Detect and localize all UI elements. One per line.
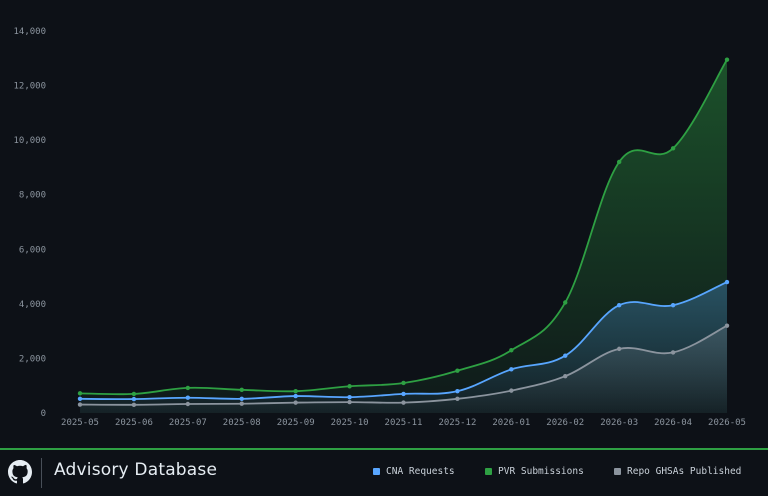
x-tick-label: 2025-12 [438, 418, 476, 428]
point-repo-ghsas-published-2025-06 [131, 402, 137, 408]
y-tick-label: 2,000 [19, 354, 46, 364]
chart: 02,0004,0006,0008,00010,00012,00014,000 … [13, 27, 746, 428]
point-repo-ghsas-published-2026-01 [509, 388, 514, 393]
y-tick-label: 12,000 [13, 82, 46, 92]
x-tick-label: 2026-05 [708, 418, 746, 428]
series-points [77, 57, 730, 408]
x-tick-label: 2026-03 [600, 418, 638, 428]
x-tick-label: 2025-11 [385, 418, 423, 428]
legend-item-pvr-submissions: PVR Submissions [485, 466, 584, 477]
legend-label: Repo GHSAs Published [627, 466, 742, 477]
y-tick-label: 0 [41, 409, 46, 419]
y-tick-label: 14,000 [13, 27, 46, 37]
footer-bar: Advisory Database CNA Requests PVR Submi… [0, 448, 768, 496]
point-cna-requests-2026-05 [724, 279, 730, 285]
point-cna-requests-2025-11 [401, 391, 406, 397]
point-repo-ghsas-published-2025-11 [401, 400, 406, 405]
point-repo-ghsas-published-2025-10 [347, 399, 352, 405]
x-tick-label: 2026-04 [654, 418, 692, 428]
x-tick-label: 2026-02 [546, 418, 584, 428]
x-tick-label: 2025-07 [169, 418, 207, 428]
line-pvr-submissions [79, 59, 728, 396]
point-cna-requests-2025-08 [239, 396, 244, 402]
point-repo-ghsas-published-2025-05 [77, 402, 83, 407]
point-repo-ghsas-published-2025-12 [455, 396, 460, 402]
point-pvr-submissions-2025-05 [77, 391, 83, 396]
point-pvr-submissions-2025-12 [455, 368, 460, 373]
y-tick-label: 6,000 [19, 245, 46, 255]
point-pvr-submissions-2026-05 [724, 57, 730, 62]
x-tick-label: 2026-01 [492, 418, 530, 428]
legend-item-repo-ghsas-published: Repo GHSAs Published [614, 466, 741, 477]
point-cna-requests-2026-01 [509, 367, 514, 372]
point-pvr-submissions-2026-03 [616, 159, 622, 165]
x-tick-label: 2025-05 [61, 418, 99, 428]
point-cna-requests-2025-07 [185, 395, 191, 400]
point-repo-ghsas-published-2026-05 [724, 323, 730, 328]
area-pvr-submissions [80, 59, 727, 414]
point-pvr-submissions-2025-11 [401, 380, 406, 386]
github-icon[interactable] [8, 460, 32, 484]
point-pvr-submissions-2026-04 [670, 146, 676, 151]
footer-divider [41, 458, 42, 488]
x-tick-label: 2025-08 [223, 418, 261, 428]
point-repo-ghsas-published-2025-08 [239, 401, 244, 406]
brand-title: Advisory Database [54, 460, 218, 480]
point-cna-requests-2025-12 [455, 388, 460, 394]
point-pvr-submissions-2025-07 [185, 385, 191, 391]
area-repo-ghsas-published [80, 325, 727, 413]
series-areas [80, 59, 727, 414]
y-tick-label: 10,000 [13, 136, 46, 146]
point-cna-requests-2026-04 [670, 303, 676, 308]
point-pvr-submissions-2025-09 [293, 388, 298, 394]
legend-swatch [373, 468, 380, 475]
y-tick-label: 8,000 [19, 191, 46, 201]
point-pvr-submissions-2026-01 [509, 348, 514, 353]
point-repo-ghsas-published-2025-07 [185, 401, 191, 407]
point-repo-ghsas-published-2026-04 [670, 350, 676, 355]
y-axis: 0 2,000 4,000 6,000 8,000 10,000 12,000 14,000 [13, 27, 46, 419]
legend-label: PVR Submissions [498, 466, 584, 477]
point-pvr-submissions-2026-02 [563, 300, 568, 305]
x-tick-label: 2025-09 [277, 418, 315, 428]
point-cna-requests-2025-05 [77, 396, 83, 402]
point-pvr-submissions-2025-08 [239, 387, 244, 393]
point-repo-ghsas-published-2026-02 [563, 373, 568, 379]
point-pvr-submissions-2025-06 [131, 391, 137, 397]
y-tick-label: 4,000 [19, 300, 46, 310]
legend-label: CNA Requests [386, 466, 455, 477]
legend-swatch [485, 468, 492, 475]
point-cna-requests-2025-09 [293, 393, 298, 399]
point-cna-requests-2025-10 [347, 394, 352, 400]
point-repo-ghsas-published-2026-03 [616, 346, 622, 352]
legend-swatch [614, 468, 621, 475]
point-cna-requests-2026-02 [563, 353, 568, 358]
x-axis: 2025-05 2025-06 2025-07 2025-08 2025-09 2025-… [61, 418, 746, 428]
x-tick-label: 2025-06 [115, 418, 153, 428]
point-repo-ghsas-published-2025-09 [293, 400, 298, 405]
legend-item-cna-requests: CNA Requests [373, 466, 455, 477]
point-cna-requests-2026-03 [616, 303, 622, 308]
point-cna-requests-2025-06 [131, 396, 137, 402]
x-tick-label: 2025-10 [331, 418, 369, 428]
point-pvr-submissions-2025-10 [347, 384, 352, 389]
